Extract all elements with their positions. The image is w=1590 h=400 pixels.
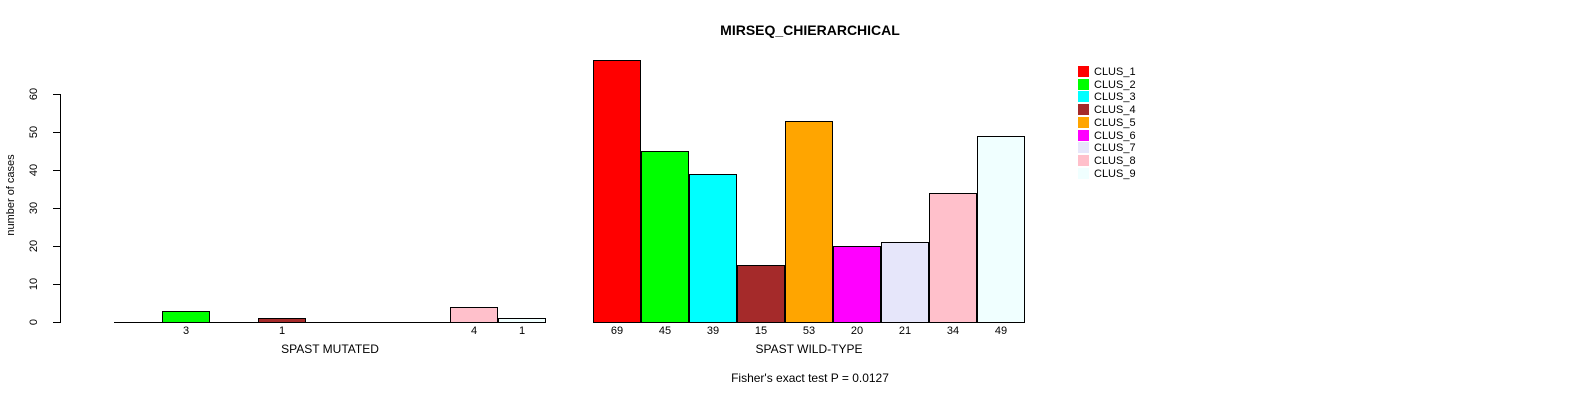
y-axis-line <box>60 94 61 323</box>
bar-zero-clus_7 <box>402 322 451 323</box>
legend-swatch-clus_2 <box>1078 79 1089 90</box>
chart-title: MIRSEQ_CHIERARCHICAL <box>720 22 900 38</box>
legend-label-clus_5: CLUS_5 <box>1094 116 1136 129</box>
legend-swatch-clus_6 <box>1078 130 1089 141</box>
bar-value-label: 1 <box>278 325 286 337</box>
bar-clus_3 <box>689 174 737 323</box>
legend-label-clus_4: CLUS_4 <box>1094 103 1136 116</box>
legend-label-clus_9: CLUS_9 <box>1094 167 1136 180</box>
bar-clus_4 <box>258 318 306 323</box>
y-axis-label: number of cases <box>5 154 17 236</box>
bar-value-label: 69 <box>610 325 624 337</box>
legend-label-clus_8: CLUS_8 <box>1094 154 1136 167</box>
y-tick-label: 50 <box>28 125 40 139</box>
bar-clus_8 <box>450 307 498 323</box>
bar-clus_5 <box>785 121 833 323</box>
bar-clus_8 <box>929 193 977 323</box>
bar-value-label: 45 <box>658 325 672 337</box>
bar-clus_9 <box>498 318 546 323</box>
y-tick-label: 20 <box>28 239 40 253</box>
bar-clus_2 <box>641 151 689 323</box>
y-tick-mark <box>53 208 60 209</box>
legend-swatch-clus_3 <box>1078 91 1089 102</box>
bar-clus_4 <box>737 265 785 323</box>
annotation-fisher: Fisher's exact test P = 0.0127 <box>731 371 889 385</box>
y-tick-mark <box>53 132 60 133</box>
legend-label-clus_2: CLUS_2 <box>1094 78 1136 91</box>
bar-value-label: 39 <box>706 325 720 337</box>
legend-label-clus_7: CLUS_7 <box>1094 141 1136 154</box>
bar-value-label: 49 <box>994 325 1008 337</box>
bar-clus_1 <box>593 60 641 323</box>
legend-swatch-clus_1 <box>1078 66 1089 77</box>
legend-label-clus_6: CLUS_6 <box>1094 129 1136 142</box>
y-tick-label: 0 <box>28 318 40 326</box>
y-tick-label: 30 <box>28 201 40 215</box>
bar-clus_6 <box>833 246 881 323</box>
legend-swatch-clus_7 <box>1078 142 1089 153</box>
y-tick-mark <box>53 284 60 285</box>
y-tick-label: 40 <box>28 163 40 177</box>
legend-swatch-clus_5 <box>1078 117 1089 128</box>
bar-value-label: 4 <box>470 325 478 337</box>
y-tick-label: 10 <box>28 277 40 291</box>
y-tick-mark <box>53 94 60 95</box>
bar-clus_7 <box>881 242 929 323</box>
legend-label-clus_3: CLUS_3 <box>1094 90 1136 103</box>
bar-value-label: 21 <box>898 325 912 337</box>
legend-label-clus_1: CLUS_1 <box>1094 65 1136 78</box>
bar-clus_9 <box>977 136 1025 323</box>
bar-value-label: 53 <box>802 325 816 337</box>
bar-value-label: 3 <box>182 325 190 337</box>
legend-swatch-clus_4 <box>1078 104 1089 115</box>
bar-zero-clus_5 <box>306 322 355 323</box>
bar-value-label: 34 <box>946 325 960 337</box>
bar-zero-clus_1 <box>114 322 163 323</box>
legend-swatch-clus_9 <box>1078 168 1089 179</box>
y-tick-mark <box>53 322 60 323</box>
group-label-spast-wild-type: SPAST WILD-TYPE <box>755 342 863 356</box>
bar-clus_2 <box>162 311 210 323</box>
bar-value-label: 20 <box>850 325 864 337</box>
bar-value-label: 1 <box>518 325 526 337</box>
bar-value-label: 15 <box>754 325 768 337</box>
bar-zero-clus_6 <box>354 322 403 323</box>
y-tick-label: 60 <box>28 87 40 101</box>
legend-swatch-clus_8 <box>1078 155 1089 166</box>
group-label-spast-mutated: SPAST MUTATED <box>281 342 379 356</box>
bar-zero-clus_3 <box>210 322 259 323</box>
y-tick-mark <box>53 170 60 171</box>
y-tick-mark <box>53 246 60 247</box>
